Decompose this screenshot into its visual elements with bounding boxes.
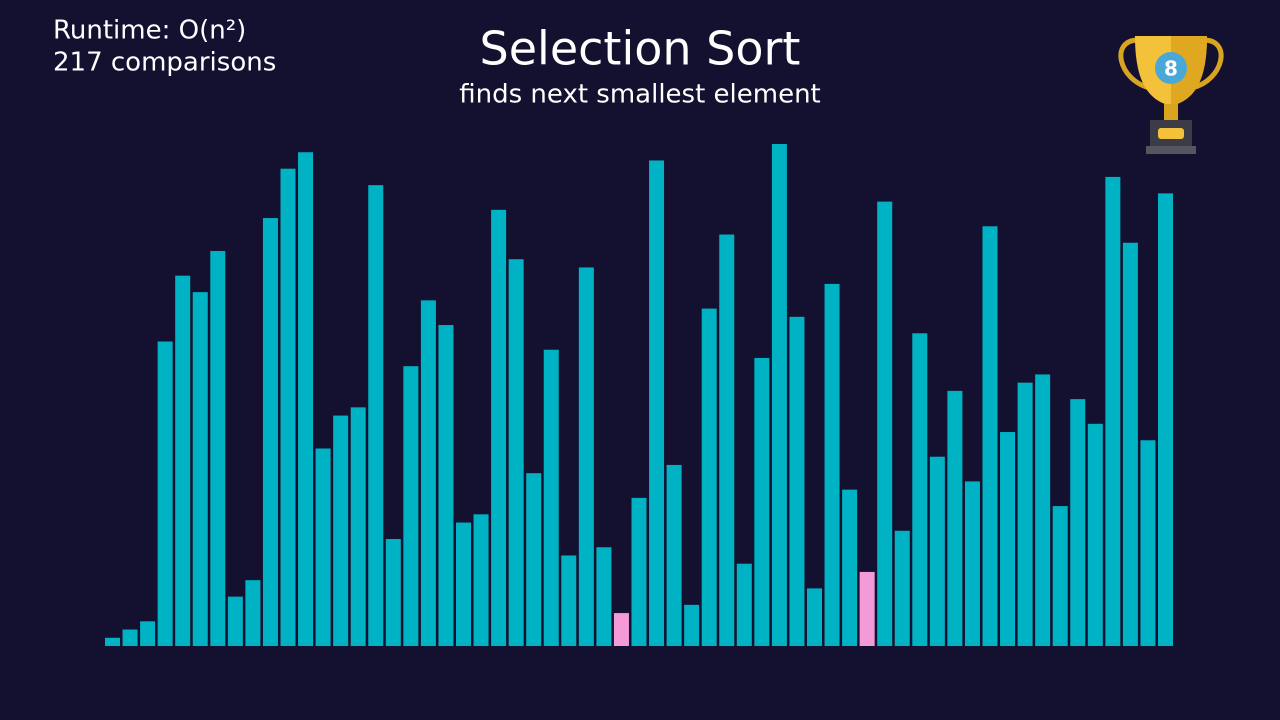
comparisons: 217 comparisons bbox=[53, 48, 276, 78]
bar bbox=[315, 448, 331, 646]
bar bbox=[561, 555, 577, 646]
bar bbox=[1122, 242, 1138, 647]
bar bbox=[877, 201, 893, 646]
bar bbox=[649, 160, 665, 646]
bar bbox=[140, 621, 156, 646]
bar bbox=[333, 415, 349, 646]
title: Selection Sort bbox=[480, 22, 801, 76]
bar bbox=[368, 185, 384, 647]
trophy bbox=[1118, 36, 1224, 154]
bar bbox=[754, 357, 770, 646]
bar bbox=[262, 218, 278, 647]
bar bbox=[385, 539, 401, 646]
bar bbox=[298, 152, 314, 647]
bar bbox=[245, 580, 261, 646]
bar bbox=[403, 366, 419, 646]
bar bbox=[420, 300, 436, 646]
bar bbox=[1070, 399, 1086, 646]
bar bbox=[350, 407, 366, 646]
bar bbox=[210, 250, 226, 646]
bar bbox=[280, 168, 296, 646]
bar bbox=[701, 308, 717, 646]
bar bbox=[719, 234, 735, 646]
bar bbox=[1052, 506, 1068, 646]
bar bbox=[824, 283, 840, 646]
bar bbox=[508, 259, 524, 646]
bar bbox=[1035, 374, 1051, 646]
bar bbox=[842, 489, 858, 646]
bar bbox=[596, 547, 612, 646]
bar bbox=[666, 464, 682, 646]
bar bbox=[105, 637, 120, 646]
bar bbox=[859, 571, 875, 646]
bar bbox=[631, 497, 647, 646]
subtitle: finds next smallest element bbox=[459, 80, 821, 110]
bar bbox=[456, 522, 471, 646]
bar bbox=[578, 267, 594, 646]
bar bbox=[438, 325, 454, 646]
bar bbox=[192, 292, 208, 646]
bar bbox=[1000, 432, 1016, 646]
bar bbox=[1105, 176, 1121, 646]
badge: 8 bbox=[1164, 57, 1178, 81]
bar bbox=[1158, 193, 1173, 646]
bar bbox=[964, 481, 980, 646]
bar bbox=[122, 629, 138, 646]
bar bbox=[491, 209, 507, 646]
bar bbox=[526, 473, 542, 646]
bar bbox=[684, 604, 700, 646]
bar bbox=[1017, 382, 1033, 646]
bar bbox=[736, 563, 752, 646]
bar bbox=[175, 275, 191, 646]
bar bbox=[1087, 423, 1103, 646]
bar bbox=[771, 144, 787, 646]
bar bbox=[1140, 440, 1156, 646]
bar bbox=[473, 514, 489, 646]
bar bbox=[947, 390, 963, 646]
runtime: Runtime: O(n²) bbox=[53, 16, 246, 46]
bar bbox=[894, 530, 910, 646]
bar bbox=[929, 456, 945, 646]
bar bbox=[912, 333, 928, 646]
bar bbox=[807, 588, 822, 646]
bar bbox=[789, 316, 805, 646]
bar bbox=[157, 341, 173, 646]
bar bbox=[543, 349, 559, 646]
bar bbox=[613, 613, 629, 646]
bar bbox=[227, 596, 243, 646]
bar bbox=[982, 226, 998, 646]
